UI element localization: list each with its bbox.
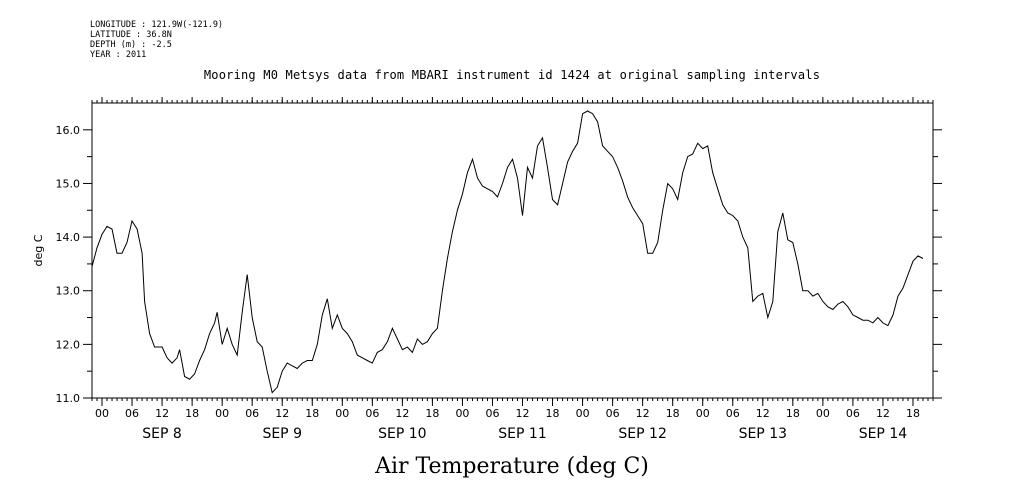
x-tick-label: 12 xyxy=(395,407,409,420)
x-tick-label: 18 xyxy=(185,407,199,420)
y-tick-label: 15.0 xyxy=(56,177,81,190)
x-tick-label: 06 xyxy=(125,407,139,420)
chart-title-wrap: Mooring M0 Metsys data from MBARI instru… xyxy=(0,68,1009,82)
x-tick-label: 06 xyxy=(726,407,740,420)
x-tick-label: 06 xyxy=(365,407,379,420)
y-tick-label: 11.0 xyxy=(56,392,81,405)
x-tick-label: 00 xyxy=(335,407,349,420)
x-tick-label: 00 xyxy=(576,407,590,420)
x-tick-label: 00 xyxy=(215,407,229,420)
plot-frame xyxy=(91,102,934,399)
y-tick-label: 12.0 xyxy=(56,338,81,351)
chart-footer: Air Temperature (deg C) xyxy=(375,454,649,479)
day-label: SEP 11 xyxy=(498,426,546,442)
chart-title: Mooring M0 Metsys data from MBARI instru… xyxy=(203,68,821,82)
x-tick-label: 06 xyxy=(846,407,860,420)
day-label: SEP 12 xyxy=(618,426,666,442)
x-tick-label: 12 xyxy=(155,407,169,420)
x-tick-label: 12 xyxy=(275,407,289,420)
series-layer xyxy=(91,110,924,394)
x-tick-label: 18 xyxy=(425,407,439,420)
x-tick-label: 12 xyxy=(756,407,770,420)
y-tick-label: 13.0 xyxy=(56,285,81,298)
x-tick-label: 12 xyxy=(516,407,530,420)
x-tick-label: 18 xyxy=(786,407,800,420)
day-label: SEP 14 xyxy=(859,426,908,442)
metadata-latitude: LATITUDE : 36.8N xyxy=(90,30,172,40)
metadata-longitude: LONGITUDE : 121.9W(-121.9) xyxy=(90,20,224,30)
axis-labels: 00 06 12 18 00 06 12 18 00 06 12 18 00 06 12 18 00 06 12 18… xyxy=(32,124,920,442)
x-tick-label: 06 xyxy=(245,407,259,420)
day-label: SEP 9 xyxy=(262,426,302,442)
day-label: SEP 13 xyxy=(739,426,787,442)
x-tick-label: 18 xyxy=(666,407,680,420)
x-tick-label: 00 xyxy=(816,407,830,420)
y-axis-label: deg C xyxy=(32,234,45,266)
metadata-block: LONGITUDE : 121.9W(-121.9) LATITUDE : 36… xyxy=(90,20,223,60)
metadata-year: YEAR : 2011 xyxy=(90,50,147,60)
x-tick-label: 00 xyxy=(455,407,469,420)
day-label: SEP 8 xyxy=(142,426,182,442)
y-tick-label: 16.0 xyxy=(56,124,81,137)
x-tick-label: 06 xyxy=(485,407,499,420)
plot-axes xyxy=(83,97,942,406)
y-tick-label: 14.0 xyxy=(56,231,81,244)
x-tick-label: 00 xyxy=(95,407,109,420)
series-line xyxy=(91,110,924,394)
day-label: SEP 10 xyxy=(378,426,426,442)
x-tick-label: 18 xyxy=(906,407,920,420)
metadata-depth: DEPTH (m) : -2.5 xyxy=(90,40,172,50)
x-tick-label: 06 xyxy=(606,407,620,420)
x-tick-label: 18 xyxy=(305,407,319,420)
x-tick-label: 00 xyxy=(696,407,710,420)
x-tick-label: 18 xyxy=(546,407,560,420)
x-tick-label: 12 xyxy=(636,407,650,420)
x-tick-label: 12 xyxy=(876,407,890,420)
